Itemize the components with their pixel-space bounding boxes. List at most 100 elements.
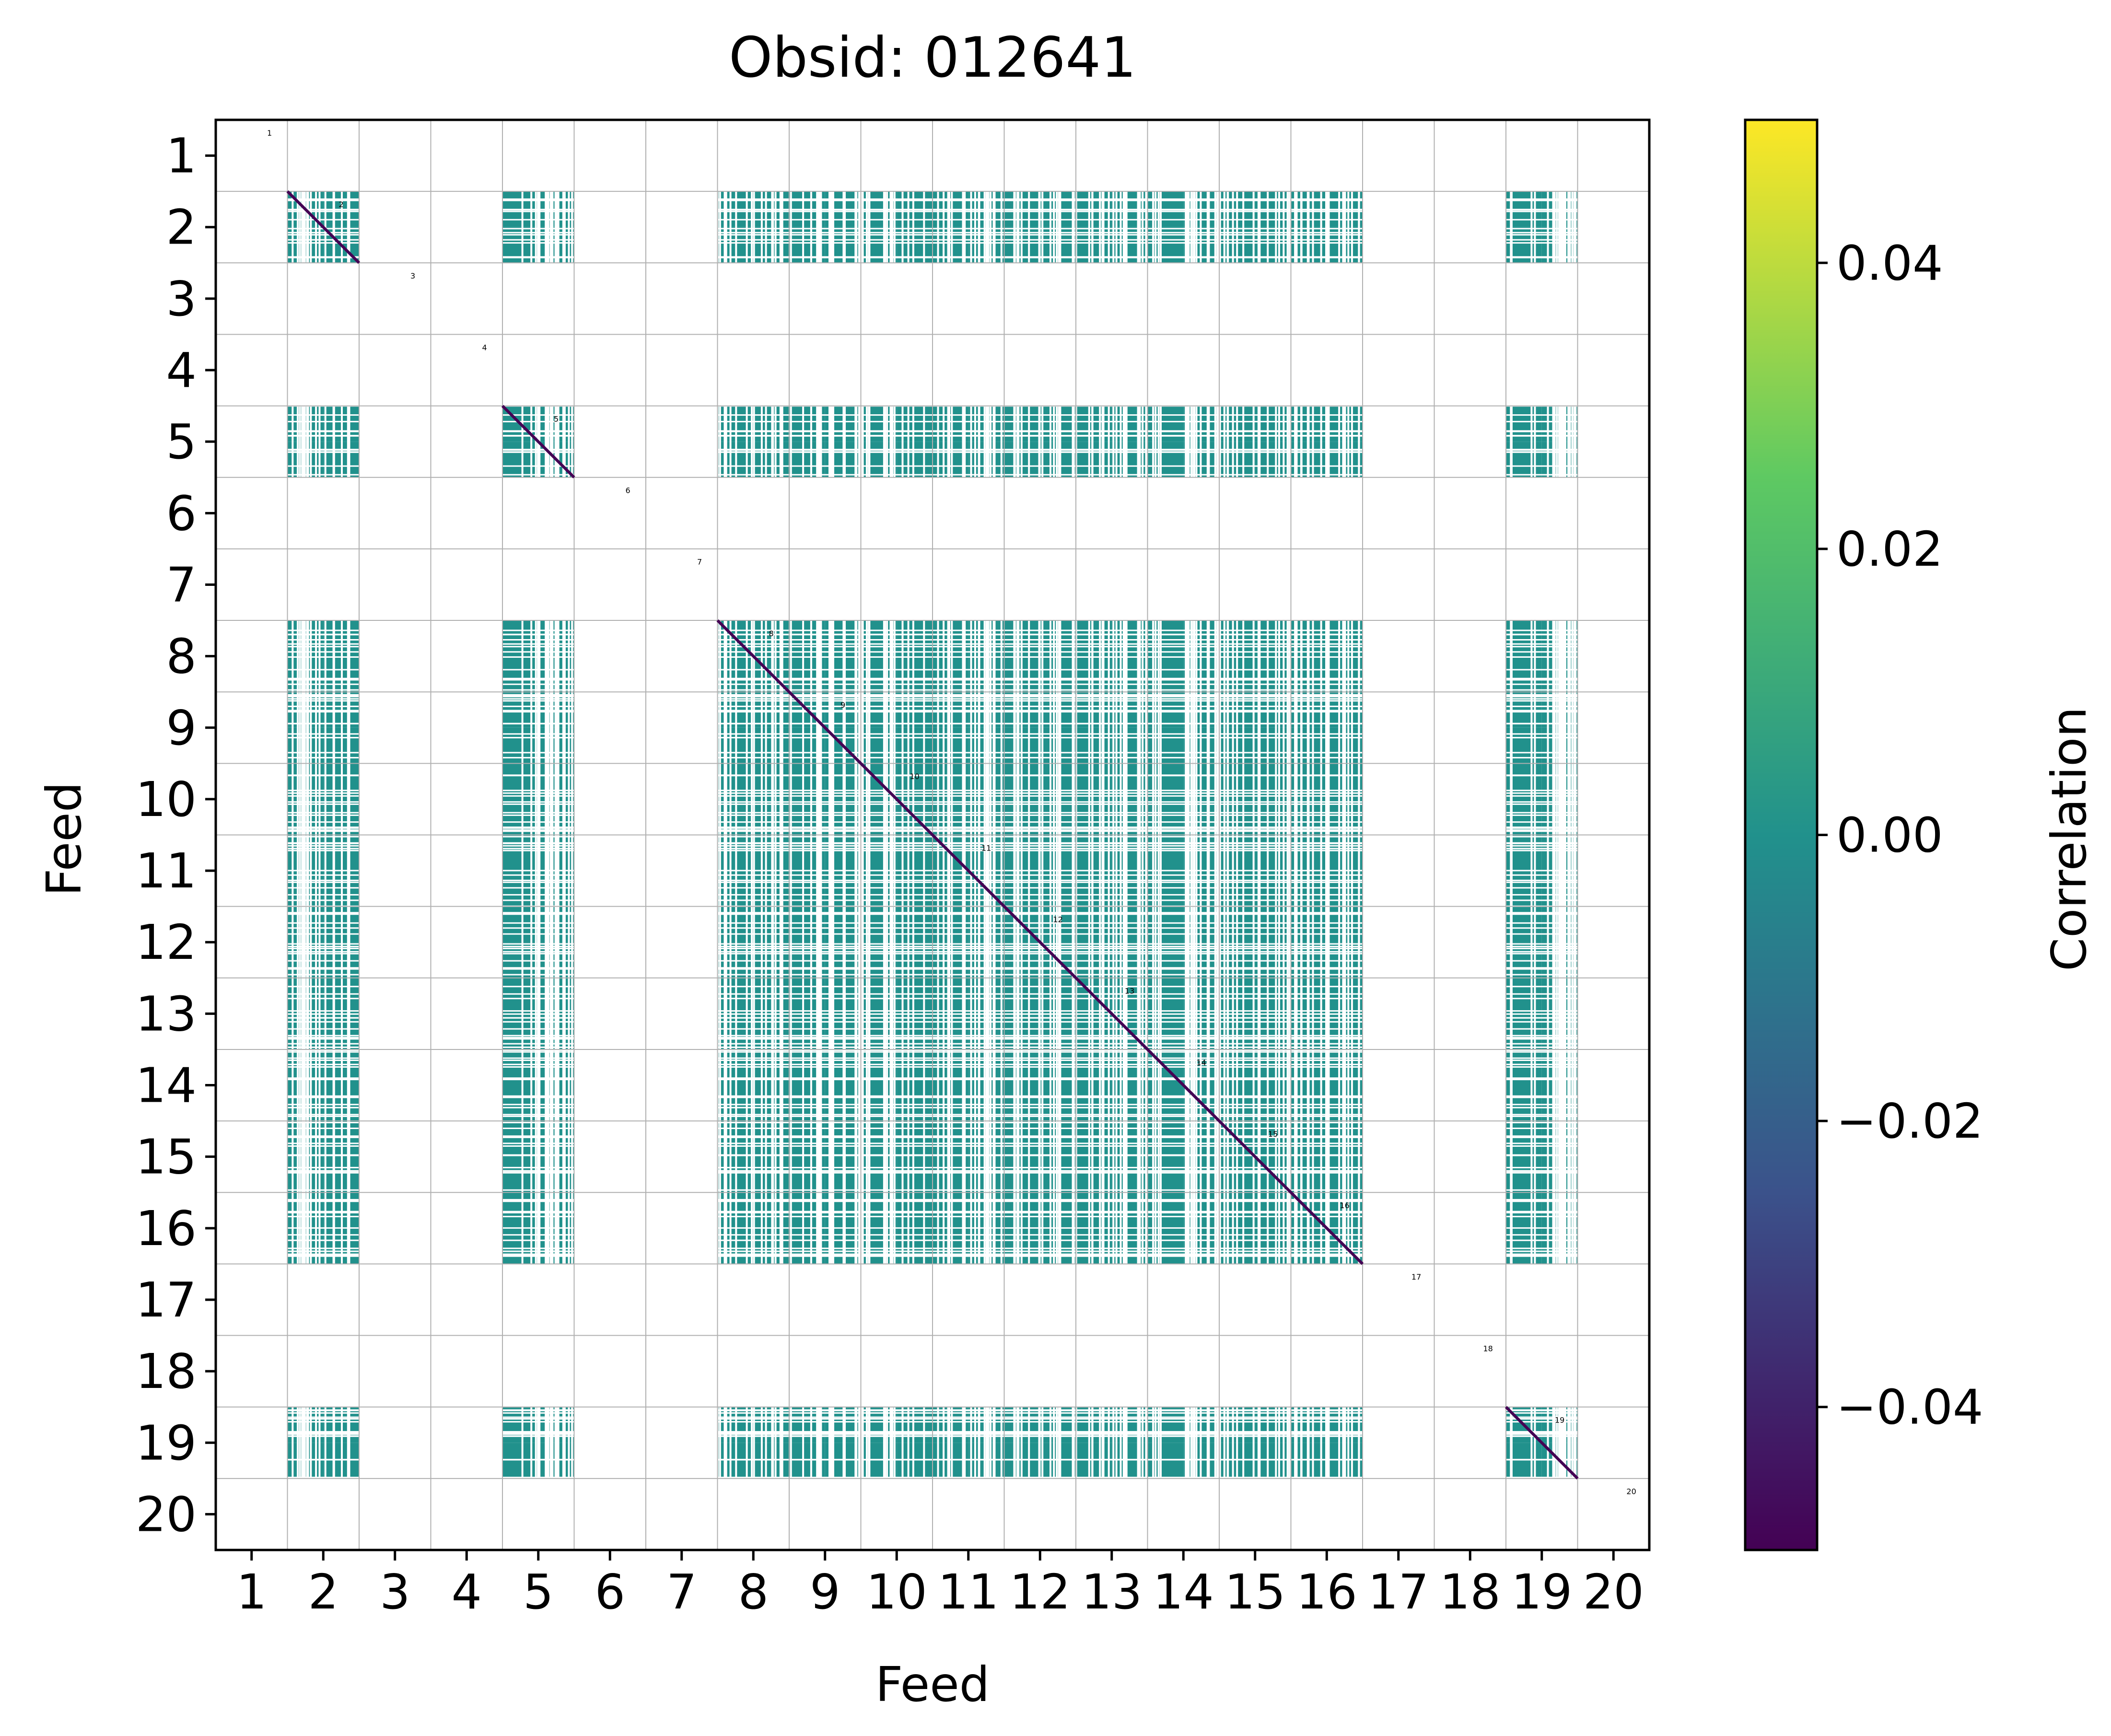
feed-label: 7 [697, 558, 702, 567]
y-tick-label: 5 [166, 414, 197, 470]
heatmap-cell [502, 656, 538, 692]
diagonal-segment [716, 619, 791, 693]
heatmap-cell [1111, 978, 1148, 1014]
diagonal-segment [501, 405, 575, 478]
y-tick-label: 10 [136, 771, 197, 827]
diagonal-segment [931, 834, 1005, 908]
feed-label: 20 [1626, 1487, 1636, 1496]
heatmap-cell [502, 1121, 538, 1157]
heatmap-cell [502, 1228, 538, 1264]
x-tick-label: 3 [380, 1564, 410, 1620]
heatmap-cell [1076, 1156, 1112, 1193]
colorbar-tick-label: −0.04 [1836, 1379, 1983, 1435]
diagonal-segment [788, 691, 862, 765]
x-tick-label: 17 [1368, 1564, 1429, 1620]
feed-label: 12 [1053, 915, 1062, 924]
feed-label: 4 [482, 343, 487, 352]
heatmap-cell [502, 1192, 538, 1228]
heatmap-cell [1111, 692, 1148, 728]
heatmap-cell [1076, 692, 1112, 728]
diagonal-segment [1146, 1048, 1221, 1122]
heatmap-cell [1255, 442, 1291, 478]
diagonal-line [286, 190, 1579, 1480]
diagonal-segment [1003, 905, 1077, 979]
y-tick-label: 19 [136, 1415, 197, 1471]
heatmap-cell [1111, 1228, 1148, 1264]
colorbar-tick-label: −0.02 [1836, 1093, 1983, 1149]
feed-label: 16 [1340, 1201, 1349, 1210]
x-axis-label: Feed [875, 1656, 990, 1713]
heatmap-cell [1255, 1228, 1291, 1264]
heatmap-cell [1076, 442, 1112, 478]
y-tick-label: 11 [136, 843, 197, 899]
y-tick-label: 14 [136, 1058, 197, 1114]
heatmap-cell [1111, 1156, 1148, 1193]
y-tick-label: 8 [166, 629, 197, 685]
feed-label: 13 [1125, 987, 1134, 996]
heatmap-cell [1111, 1192, 1148, 1228]
x-tick-label: 20 [1583, 1564, 1644, 1620]
x-tick-label: 18 [1440, 1564, 1501, 1620]
heatmap-cell [502, 906, 538, 943]
x-tick-label: 1 [236, 1564, 267, 1620]
x-tick-label: 11 [938, 1564, 999, 1620]
heatmap-cell [502, 942, 538, 978]
feed-label: 14 [1196, 1058, 1206, 1067]
feed-label: 10 [910, 772, 919, 781]
diagonal-segment [1074, 977, 1149, 1051]
x-tick-label: 6 [595, 1564, 625, 1620]
y-tick-label: 1 [166, 128, 197, 184]
y-tick-label: 4 [166, 342, 197, 398]
heatmap-cell [502, 692, 538, 728]
feed-label: 2 [339, 200, 344, 209]
y-tick-label: 18 [136, 1343, 197, 1399]
heatmap-cell [1111, 799, 1148, 835]
feed-label: 9 [840, 700, 845, 710]
y-tick-label: 17 [136, 1272, 197, 1328]
y-tick-label: 13 [136, 986, 197, 1042]
diagonal-segment [1218, 1119, 1292, 1194]
heatmap-cell [1255, 835, 1291, 871]
heatmap-cell [1076, 656, 1112, 692]
heatmap-cell [1255, 1121, 1291, 1157]
y-tick-label: 12 [136, 914, 197, 970]
heatmap-cell [502, 620, 538, 656]
heatmap-cell [1076, 835, 1112, 871]
y-tick-label: 3 [166, 271, 197, 327]
y-tick-label: 16 [136, 1200, 197, 1257]
heatmap-cell [502, 835, 538, 871]
heatmap-cell [1111, 442, 1148, 478]
x-axis-ticks: 1 2 3 4 5 6 7 8 9 10 11 12 13 14 15 16 17 18 19 20 [236, 1550, 1644, 1620]
plot-frame [214, 118, 1651, 1551]
x-tick-label: 10 [866, 1564, 927, 1620]
y-tick-label: 7 [166, 557, 197, 613]
heatmap-cell [1076, 942, 1112, 978]
feed-label: 1 [267, 128, 272, 138]
x-tick-label: 15 [1225, 1564, 1285, 1620]
colorbar-tick-label: 0.02 [1836, 521, 1943, 577]
heatmap-cell [1111, 656, 1148, 692]
heatmap-cell [1076, 1121, 1112, 1157]
heatmap-cell [1111, 835, 1148, 871]
colorbar-tick-label: 0.04 [1836, 235, 1943, 291]
heatmap-cell [1255, 692, 1291, 728]
colorbar [1744, 118, 1819, 1551]
feed-label: 17 [1411, 1272, 1421, 1282]
heatmap-cell [1255, 656, 1291, 692]
y-tick-label: 20 [136, 1486, 197, 1542]
x-tick-label: 9 [810, 1564, 840, 1620]
heatmap-cell [502, 442, 538, 478]
feed-label: 5 [554, 414, 559, 423]
feed-label: 6 [626, 486, 630, 495]
heatmap-cell [1076, 799, 1112, 835]
heatmap-cell [502, 978, 538, 1014]
heatmap-cell [502, 1156, 538, 1193]
colorbar-tick-label: 0.00 [1836, 807, 1943, 863]
x-tick-label: 2 [308, 1564, 338, 1620]
heatmap-cell [1255, 1192, 1291, 1228]
heatmap-cell [1111, 1121, 1148, 1157]
heatmap-cell [1076, 1443, 1112, 1479]
feed-label: 19 [1555, 1416, 1564, 1425]
